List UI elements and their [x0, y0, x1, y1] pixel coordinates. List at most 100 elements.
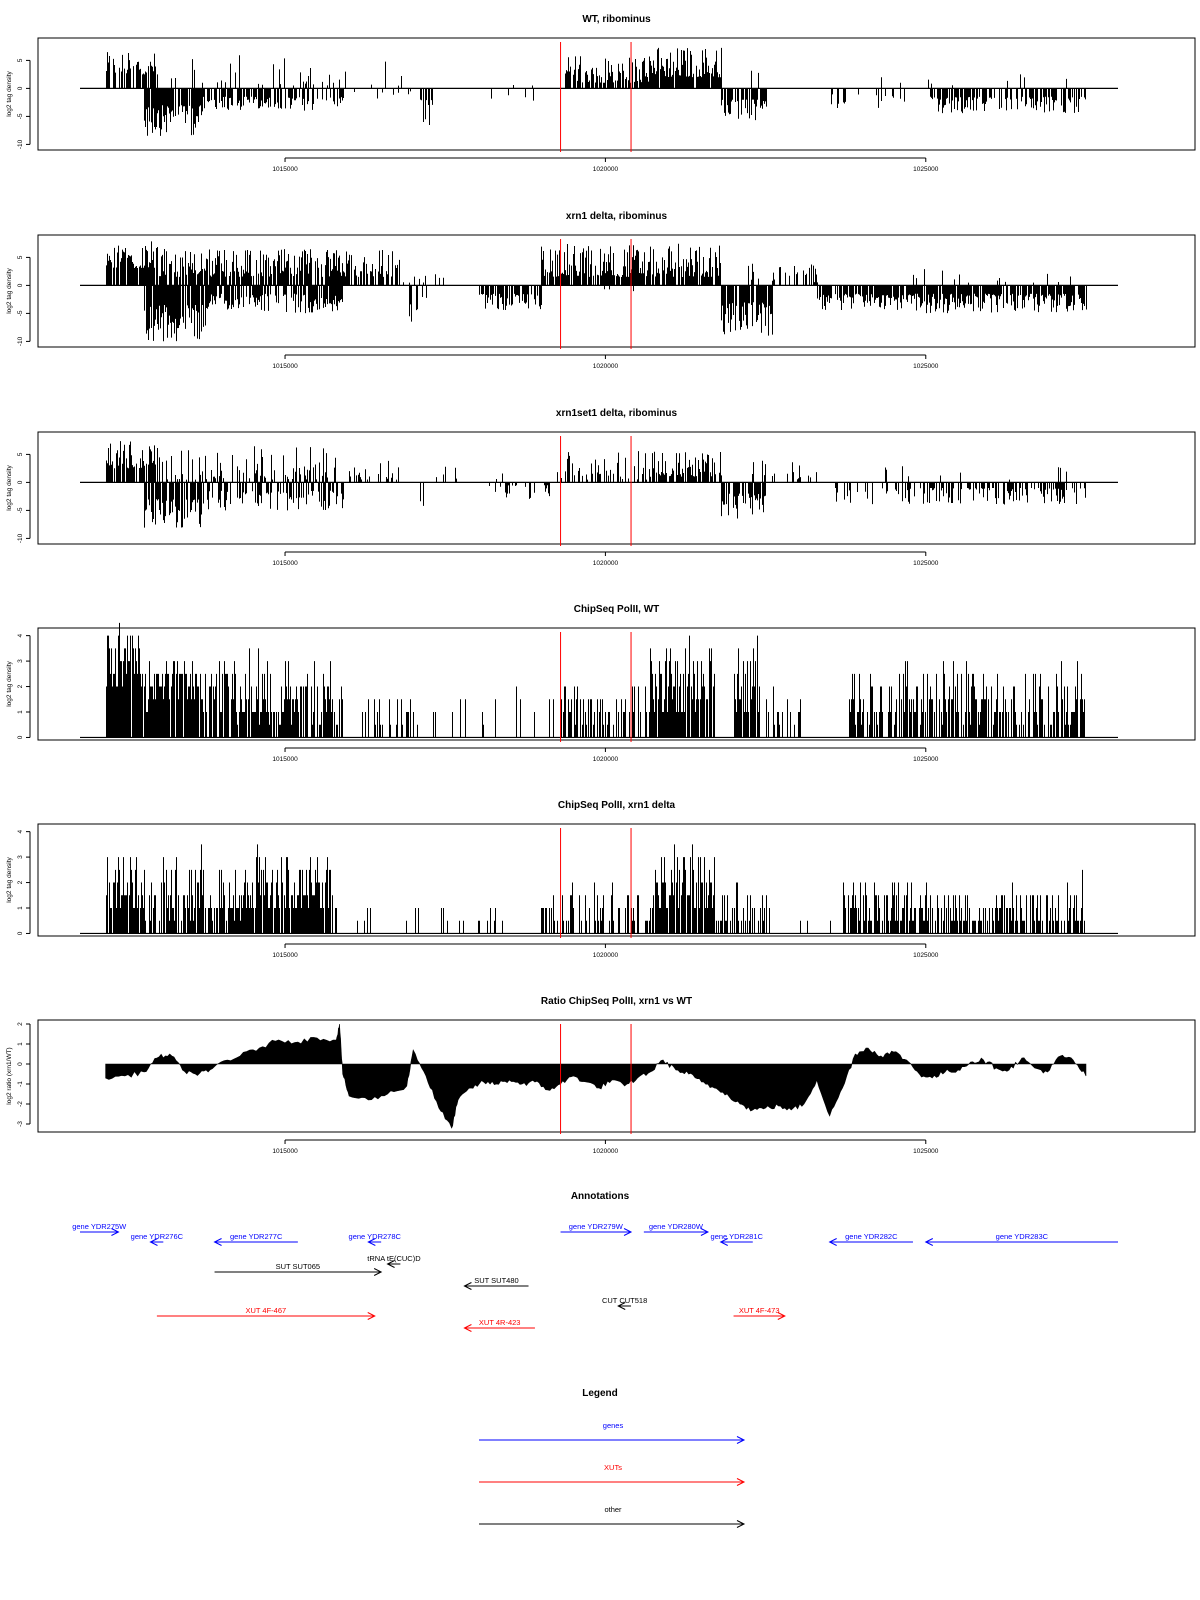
bar-cluster: [357, 908, 503, 934]
y-axis-label: log2 ratio (xrn1/WT): [6, 1047, 13, 1104]
bar-cluster: [349, 460, 399, 483]
legend-entry: genes: [479, 1421, 746, 1444]
chart-panel-4: ChipSeq PolII, WT 0 1 2 3 4 log2 tag density 10…: [6, 604, 1196, 763]
bar-cluster: [159, 249, 400, 286]
feature-label: tRNA tE(CUC)D: [367, 1254, 421, 1263]
bar-cluster: [734, 635, 760, 738]
arrow-head: [111, 1228, 120, 1236]
annotation-feature: gene YDR276C: [131, 1232, 184, 1246]
feature-label: XUT 4R-423: [479, 1318, 521, 1327]
annotation-feature: gene YDR277C: [213, 1232, 298, 1246]
y-tick-label: -10: [17, 533, 24, 543]
arrow-head: [719, 1238, 728, 1246]
bar-cluster: [513, 84, 533, 89]
annotation-feature: gene YDR281C: [711, 1232, 764, 1246]
arrow-head: [373, 1268, 383, 1276]
bar-cluster: [420, 482, 424, 506]
legend-entry: XUTs: [479, 1463, 746, 1486]
annotation-feature: CUT CUT518: [602, 1296, 647, 1310]
chart-title: Ratio ChipSeq PolII, xrn1 vs WT: [541, 996, 692, 1007]
x-tick-label: 1020000: [593, 952, 619, 959]
feature-arrow: [719, 1238, 753, 1246]
arrow-head: [623, 1228, 633, 1236]
bar-cluster: [417, 686, 554, 738]
bar-cluster: [752, 460, 817, 483]
y-tick-label: -5: [17, 507, 24, 513]
arrow-head: [213, 1238, 222, 1246]
feature-arrow: [733, 1312, 786, 1320]
bar-cluster: [409, 285, 427, 322]
y-axis: -10 -5 0 5 log2 tag density: [6, 58, 31, 149]
x-tick-label: 1015000: [272, 560, 298, 567]
bar-cluster: [650, 451, 722, 483]
bar-cluster: [849, 661, 1085, 738]
chart-title: xrn1 delta, ribominus: [566, 211, 668, 222]
arrow-head: [386, 1260, 395, 1268]
legend-title: Legend: [582, 1388, 618, 1399]
feature-arrow: [560, 1228, 633, 1236]
bar-cluster: [106, 857, 145, 934]
bar-cluster: [565, 56, 650, 89]
annotation-feature: XUT 4F-467: [156, 1306, 376, 1320]
arrow-head: [149, 1238, 158, 1246]
annotation-feature: tRNA tE(CUC)D: [367, 1254, 421, 1268]
bar-cluster: [144, 882, 162, 934]
feature-arrow: [156, 1312, 376, 1320]
x-tick-label: 1015000: [272, 166, 298, 173]
bar-cluster: [926, 285, 1087, 314]
plot-frame: [37, 431, 1196, 545]
annotation-feature: gene YDR282C: [828, 1232, 913, 1246]
feature-label: XUT 4F-467: [245, 1306, 286, 1315]
x-tick-label: 1015000: [272, 952, 298, 959]
plot-frame: [37, 1019, 1196, 1133]
bar-cluster: [561, 686, 651, 738]
data-marks: [80, 241, 1118, 342]
arrow-head: [736, 1436, 746, 1444]
bar-cluster: [835, 482, 925, 505]
feature-arrow: [617, 1302, 632, 1310]
annotation-feature: gene YDR280W: [643, 1222, 710, 1236]
y-tick-label: 5: [17, 255, 24, 259]
legend-panel: Legend genes XUTs other: [479, 1388, 746, 1528]
y-axis: -10 -5 0 5 log2 tag density: [6, 452, 31, 543]
bar-cluster: [436, 466, 503, 483]
y-tick-label: 0: [17, 735, 24, 739]
y-tick-label: 1: [17, 906, 24, 910]
bar-cluster: [721, 285, 773, 336]
feature-label: gene YDR279W: [569, 1222, 624, 1231]
x-axis: 1015000 1020000 1025000: [272, 157, 939, 173]
x-tick-label: 1025000: [913, 363, 939, 370]
y-tick-label: 1: [17, 1042, 24, 1046]
annotations-title: Annotations: [571, 1191, 630, 1202]
y-tick-label: 0: [17, 1062, 24, 1066]
chart-panel-2: xrn1 delta, ribominus -10 -5 0 5 log2 tag den…: [6, 211, 1196, 370]
x-tick-label: 1025000: [913, 952, 939, 959]
bar-cluster: [541, 882, 650, 934]
bar-cluster: [171, 55, 340, 89]
bar-cluster: [345, 61, 402, 89]
feature-arrow: [386, 1260, 401, 1268]
feature-label: SUT SUT480: [474, 1276, 518, 1285]
x-axis: 1015000 1020000 1025000: [272, 354, 939, 370]
bar-cluster: [604, 285, 634, 292]
plot-frame: [37, 627, 1196, 741]
y-axis: -10 -5 0 5 log2 tag density: [6, 255, 31, 346]
bar-cluster: [913, 269, 1071, 286]
data-marks: [80, 844, 1118, 935]
bar-cluster: [769, 908, 831, 934]
bar-cluster: [362, 699, 414, 738]
feature-arrow: [463, 1282, 529, 1290]
bar-cluster: [209, 285, 343, 314]
chart-panel-6: Ratio ChipSeq PolII, xrn1 vs WT -3 -2 -1 0 1 2…: [6, 996, 1196, 1155]
annotation-feature: gene YDR275W: [72, 1222, 127, 1236]
arrow-head: [924, 1238, 934, 1246]
bar-cluster: [930, 88, 1086, 114]
bar-cluster: [831, 88, 905, 108]
x-axis: 1015000 1020000 1025000: [272, 747, 939, 763]
bar-cluster: [354, 88, 411, 99]
arrow-head: [736, 1478, 746, 1486]
bar-cluster: [157, 446, 336, 483]
y-tick-label: 0: [17, 283, 24, 287]
y-tick-label: 2: [17, 1022, 24, 1026]
x-tick-label: 1025000: [913, 166, 939, 173]
